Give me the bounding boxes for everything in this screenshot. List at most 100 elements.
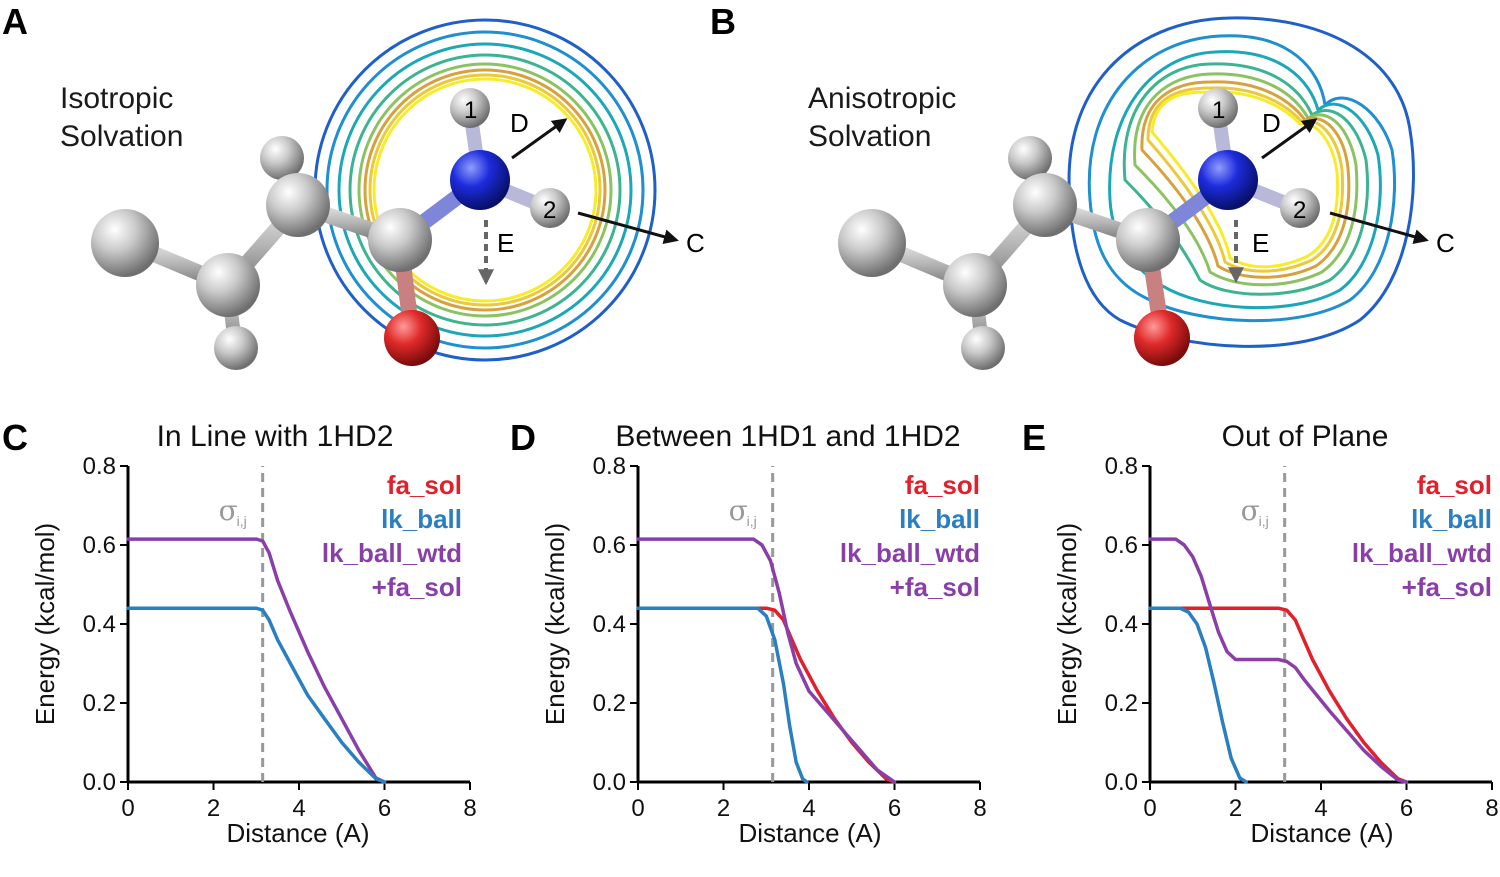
panel-letter-c: C — [2, 417, 28, 458]
legend-fa-sol: fa_sol — [387, 470, 462, 500]
contour-ring — [1133, 72, 1359, 287]
x-tick-label: 0 — [1143, 795, 1156, 822]
x-tick-label: 6 — [1400, 795, 1413, 822]
y-tick-label: 0.2 — [1105, 690, 1138, 717]
nitrogen-atom — [1198, 150, 1258, 210]
chart-c: C In Line with 1HD2 Distance (A) Energy … — [2, 417, 477, 848]
anisotropic-label-line1: Anisotropic — [808, 82, 956, 115]
y-tick-label: 0.6 — [1105, 532, 1138, 559]
arrow-d-label: D — [510, 108, 529, 138]
arrow-e-label: E — [497, 228, 514, 258]
carbon-atom — [368, 208, 432, 272]
y-tick-label: 0.6 — [83, 532, 116, 559]
arrow-c — [1329, 211, 1429, 244]
carbon-atom — [1116, 208, 1180, 272]
arrow-d — [1261, 118, 1318, 160]
oxygen-atom — [1134, 310, 1190, 366]
panel-letter-a: A — [2, 1, 28, 42]
hydrogen-atom-2 — [1280, 188, 1320, 228]
x-tick-label: 4 — [802, 795, 815, 822]
sigma-symbol: σ — [219, 494, 238, 527]
panel-b: B Anisotropic Solvation — [710, 1, 1455, 370]
sigma-symbol: σ — [729, 494, 748, 527]
x-tick-label: 8 — [973, 795, 986, 822]
chart-d: D Between 1HD1 and 1HD2 Distance (A) Ene… — [510, 417, 987, 848]
sigma-subscript: i,j — [747, 513, 757, 529]
series-line-fa_sol — [1148, 606, 1409, 784]
contour-ring — [1122, 62, 1369, 296]
legend: fa_sol lk_ball lk_ball_wtd +fa_sol — [840, 470, 980, 602]
series-line-lk_ball_wtd — [126, 537, 387, 784]
carbon-atom — [943, 253, 1007, 317]
legend-lk-ball: lk_ball — [381, 504, 462, 534]
chart-title: In Line with 1HD2 — [157, 420, 394, 453]
legend-fa-sol: fa_sol — [1417, 470, 1492, 500]
chart-title: Out of Plane — [1222, 420, 1389, 453]
y-tick-label: 0.0 — [83, 769, 116, 796]
hydrogen-label-2: 2 — [1293, 197, 1306, 224]
x-tick-label: 2 — [1229, 795, 1242, 822]
contour-ring — [337, 42, 633, 338]
contour-ring — [357, 62, 613, 318]
contour-ring — [368, 73, 602, 307]
legend: fa_sol lk_ball lk_ball_wtd +fa_sol — [322, 470, 462, 602]
series-line-lk_ball — [126, 606, 387, 784]
molecule-b: 1 2 — [838, 88, 1320, 370]
hydrogen-atom-1 — [450, 88, 490, 128]
legend-lk-ball: lk_ball — [1411, 504, 1492, 534]
y-tick-label: 0.4 — [1105, 611, 1138, 638]
y-tick-label: 0.0 — [593, 769, 626, 796]
carbon-atom — [838, 209, 906, 277]
arrow-d — [511, 118, 568, 160]
legend-lk-ball-wtd: lk_ball_wtd — [1352, 538, 1492, 568]
contour-ring — [1140, 80, 1351, 279]
y-tick-label: 0.4 — [593, 611, 626, 638]
arrow-c-label: C — [1436, 228, 1455, 258]
molecule-a: 1 2 — [91, 88, 570, 370]
hydrogen-atom — [1008, 136, 1052, 180]
y-tick-label: 0.0 — [1105, 769, 1138, 796]
contour-ring — [325, 30, 645, 350]
arrow-c — [577, 211, 679, 245]
contour-ring — [1067, 16, 1415, 348]
hydrogen-atom-1 — [1198, 88, 1238, 128]
y-axis-label: Energy (kcal/mol) — [1052, 523, 1082, 725]
contour-ring — [363, 68, 607, 312]
series-lines — [636, 537, 897, 784]
panel-letter-e: E — [1022, 417, 1046, 458]
x-tick-label: 4 — [1314, 795, 1327, 822]
sigma-marker: σi,j — [729, 466, 775, 782]
carbon-atom — [91, 209, 159, 277]
series-line-lk_ball_wtd — [636, 537, 897, 784]
series-line-lk_ball_wtd — [1148, 537, 1409, 784]
hydrogen-atom-2 — [530, 188, 570, 228]
carbon-atom — [1013, 173, 1077, 237]
y-axis-label: Energy (kcal/mol) — [540, 523, 570, 725]
legend-plus-fa-sol: +fa_sol — [372, 572, 462, 602]
contour-ring — [1108, 50, 1382, 310]
series-line-lk_ball — [1148, 606, 1248, 784]
panel-a: A Isotropic Solvation — [2, 1, 705, 370]
sigma-marker: σi,j — [219, 466, 265, 782]
y-tick-label: 0.2 — [83, 690, 116, 717]
sigma-subscript: i,j — [237, 513, 247, 529]
hydrogen-label-1: 1 — [1212, 97, 1225, 124]
legend: fa_sol lk_ball lk_ball_wtd +fa_sol — [1352, 470, 1492, 602]
x-tick-label: 6 — [378, 795, 391, 822]
contour-ring — [348, 53, 622, 327]
y-tick-label: 0.2 — [593, 690, 626, 717]
legend-fa-sol: fa_sol — [905, 470, 980, 500]
x-tick-label: 2 — [207, 795, 220, 822]
series-line-lk_ball — [636, 606, 809, 784]
arrow-d-label: D — [1262, 108, 1281, 138]
arrow-c-label: C — [686, 228, 705, 258]
hydrogen-label-2: 2 — [543, 197, 556, 224]
hydrogen-atom — [961, 326, 1005, 370]
isotropic-contours — [313, 18, 657, 362]
x-tick-label: 2 — [717, 795, 730, 822]
x-axis-label: Distance (A) — [738, 818, 881, 848]
series-lines — [126, 537, 387, 784]
anisotropic-label-line2: Solvation — [808, 120, 931, 153]
y-tick-label: 0.8 — [83, 453, 116, 480]
